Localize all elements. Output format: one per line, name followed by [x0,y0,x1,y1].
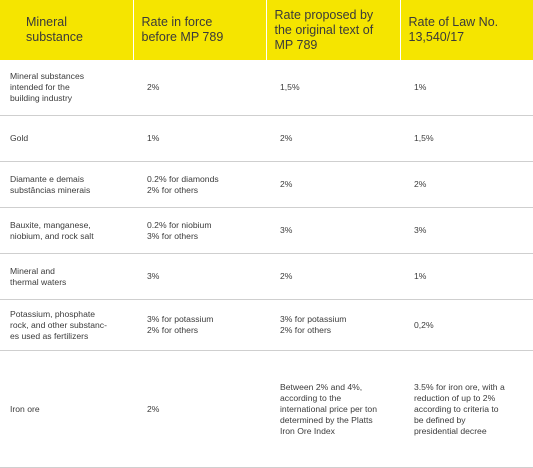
table-row: Gold 1% 2% 1,5% [0,115,533,162]
cell-rate-before: 3% [133,253,266,300]
table-row: Mineral and thermal waters 3% 2% 1% [0,253,533,300]
cell-rate-law: 3% [400,207,533,254]
cell-rate-law: 1% [400,253,533,300]
table-body: Mineral substances intended for the buil… [0,60,533,468]
cell-rate-law: 1% [400,60,533,116]
cell-rate-proposed: 2% [266,253,400,300]
cell-rate-proposed: 2% [266,115,400,162]
header-rate-law-13540: Rate of Law No. 13,540/17 [400,0,533,60]
cell-rate-proposed: Between 2% and 4%, according to the inte… [266,350,400,468]
cell-substance: Gold [0,115,133,162]
cell-rate-before: 2% [133,350,266,468]
header-rate-before-mp789: Rate in force before MP 789 [133,0,267,60]
cell-rate-before: 0.2% for niobium 3% for others [133,207,266,254]
header-rate-proposed-mp789: Rate proposed by the original text of MP… [266,0,401,60]
cell-substance: Mineral and thermal waters [0,253,133,300]
table-row: Diamante e demais substâncias minerais 0… [0,161,533,208]
cell-rate-before: 1% [133,115,266,162]
cell-rate-proposed: 1,5% [266,60,400,116]
table-row: Bauxite, manganese, niobium, and rock sa… [0,207,533,254]
cell-rate-proposed: 3% for potassium 2% for others [266,299,400,351]
cell-substance: Diamante e demais substâncias minerais [0,161,133,208]
header-row: Mineral substance Rate in force before M… [0,0,533,60]
table-row: Iron ore 2% Between 2% and 4%, according… [0,350,533,468]
cell-substance: Iron ore [0,350,133,468]
cell-substance: Bauxite, manganese, niobium, and rock sa… [0,207,133,254]
cell-rate-law: 1,5% [400,115,533,162]
cell-rate-law: 2% [400,161,533,208]
cell-substance: Potassium, phosphate rock, and other sub… [0,299,133,351]
cell-rate-before: 3% for potassium 2% for others [133,299,266,351]
cell-rate-proposed: 2% [266,161,400,208]
cell-substance: Mineral substances intended for the buil… [0,60,133,116]
table-row: Mineral substances intended for the buil… [0,60,533,116]
cell-rate-proposed: 3% [266,207,400,254]
table-row: Potassium, phosphate rock, and other sub… [0,299,533,351]
cell-rate-before: 2% [133,60,266,116]
cell-rate-law: 0,2% [400,299,533,351]
cell-rate-law: 3.5% for iron ore, with a reduction of u… [400,350,533,468]
cell-rate-before: 0.2% for diamonds 2% for others [133,161,266,208]
table-header: Mineral substance Rate in force before M… [0,0,533,60]
header-mineral-substance: Mineral substance [0,0,134,60]
